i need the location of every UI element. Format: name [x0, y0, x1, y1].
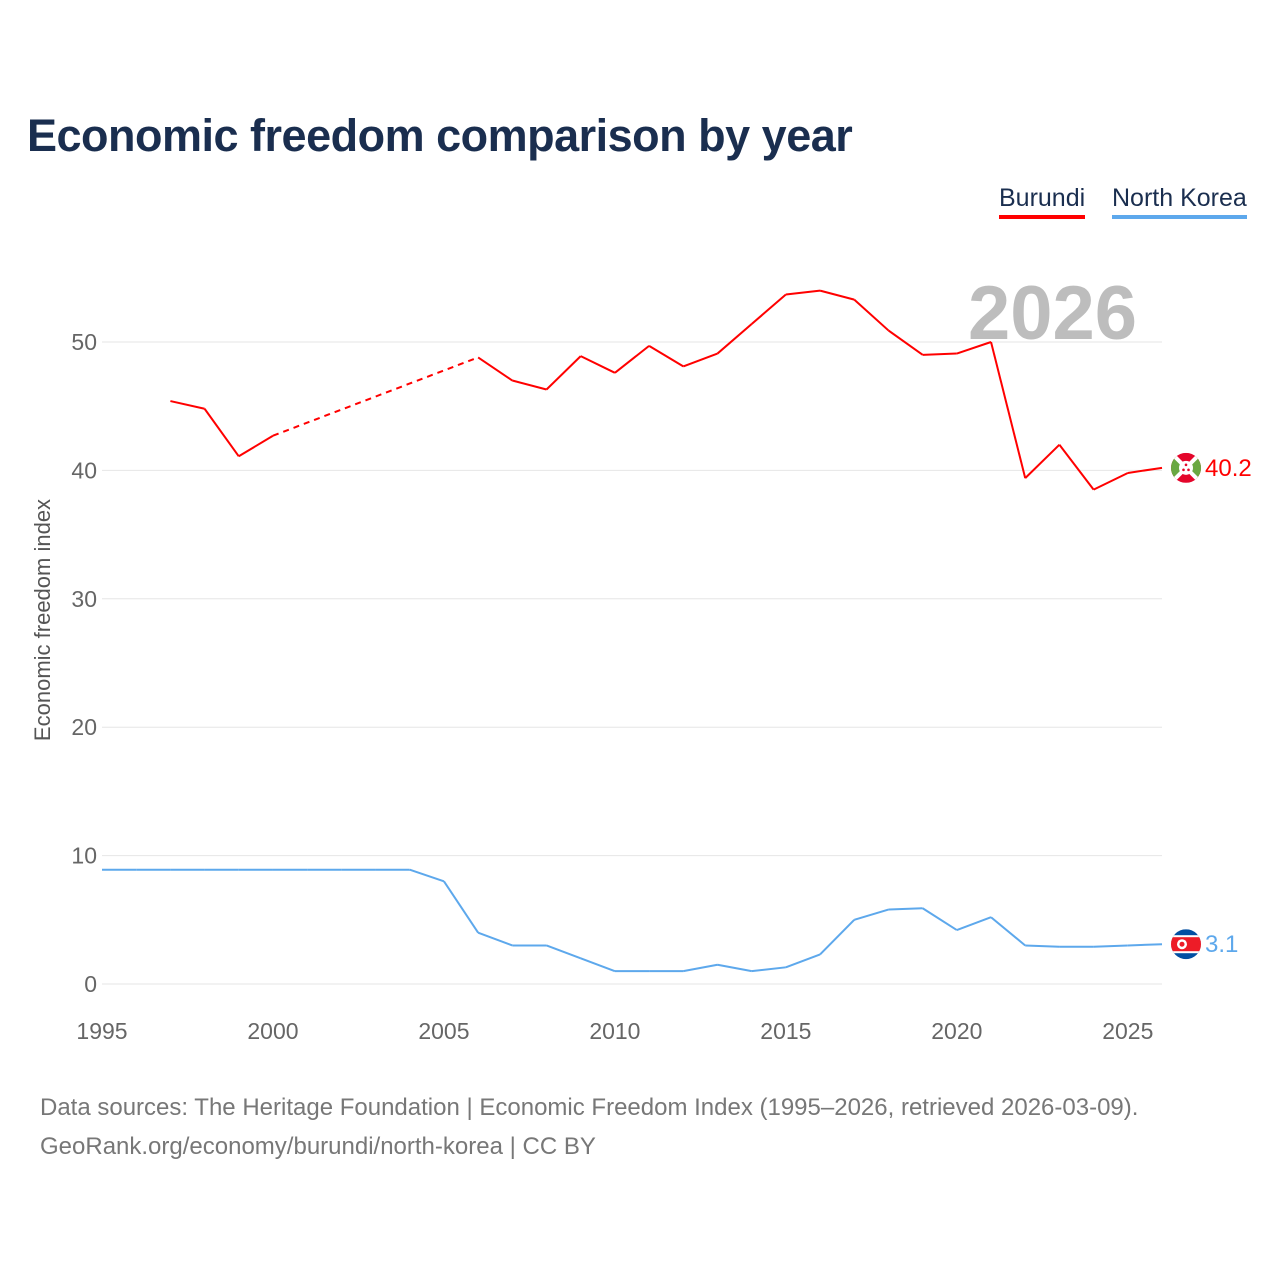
- series-segment-north-korea: [477, 931, 513, 947]
- series-segment-burundi: [956, 341, 992, 355]
- series-segment-north-korea: [785, 953, 821, 969]
- series-segment-burundi: [682, 352, 718, 368]
- series-segment-burundi: [648, 344, 684, 368]
- source-line-1: Data sources: The Heritage Foundation | …: [40, 1094, 1139, 1121]
- series-segment-north-korea: [1093, 944, 1128, 948]
- x-tick-label: 2000: [247, 1018, 298, 1044]
- series-segment-north-korea: [990, 916, 1026, 947]
- series-segment-burundi: [238, 434, 274, 458]
- legend-item-north-korea[interactable]: North Korea: [1112, 184, 1247, 219]
- legend-item-burundi[interactable]: Burundi: [999, 184, 1086, 219]
- series-segment-north-korea: [580, 957, 616, 973]
- series-segment-burundi: [477, 356, 513, 382]
- series-segment-burundi: [785, 289, 821, 296]
- y-tick-label: 50: [71, 329, 97, 355]
- series-segment-north-korea: [888, 907, 923, 911]
- source-note: Data sources: The Heritage Foundation | …: [40, 1088, 1138, 1166]
- series-segment-north-korea: [922, 907, 958, 931]
- series-segment-north-korea: [546, 944, 582, 960]
- series-segment-north-korea: [956, 916, 992, 932]
- x-tick-label: 2005: [418, 1018, 469, 1044]
- series-segment-burundi: [545, 355, 582, 391]
- series-segment-north-korea: [819, 919, 855, 956]
- north-korea-flag-icon: [1171, 929, 1201, 960]
- series-segment-north-korea: [717, 963, 752, 973]
- series-segment-burundi: [1058, 444, 1095, 491]
- series-segment-burundi: [1127, 466, 1163, 474]
- y-tick-label: 40: [71, 457, 97, 483]
- x-tick-label: 2025: [1102, 1018, 1153, 1044]
- series-segment-burundi: [203, 408, 240, 457]
- end-value-label: 3.1: [1205, 931, 1238, 958]
- series-segment-burundi: [170, 400, 205, 410]
- burundi-flag-icon: [1171, 452, 1201, 483]
- series-segment-north-korea: [751, 966, 786, 973]
- series-segment-burundi: [922, 352, 957, 356]
- series-segment-burundi: [272, 356, 479, 437]
- series-segment-north-korea: [683, 963, 718, 973]
- series-segment-burundi: [751, 293, 787, 325]
- series-segment-north-korea: [409, 868, 445, 883]
- y-tick-label: 20: [71, 714, 97, 740]
- series-segment-north-korea: [853, 908, 889, 921]
- series-segment-burundi: [990, 341, 1027, 479]
- series-segment-north-korea: [1127, 943, 1163, 947]
- series-segment-burundi: [580, 355, 616, 374]
- series-segment-burundi: [1024, 444, 1061, 479]
- series-segment-north-korea: [443, 880, 479, 934]
- y-tick-label: 0: [84, 971, 97, 997]
- end-value-label: 40.2: [1205, 455, 1252, 482]
- series-segment-burundi: [887, 329, 924, 356]
- x-tick-label: 2015: [760, 1018, 811, 1044]
- series-segment-north-korea: [1025, 944, 1060, 948]
- series-segment-burundi: [1093, 472, 1129, 491]
- series-segment-burundi: [614, 345, 650, 374]
- x-tick-label: 1995: [76, 1018, 127, 1044]
- series-segment-burundi: [819, 289, 855, 301]
- y-tick-label: 30: [71, 586, 97, 612]
- series-segment-burundi: [716, 323, 753, 355]
- x-tick-label: 2020: [931, 1018, 982, 1044]
- source-link[interactable]: GeoRank.org/economy/burundi/north-korea …: [40, 1133, 596, 1160]
- y-tick-label: 10: [71, 843, 97, 869]
- series-segment-burundi: [853, 298, 890, 332]
- x-tick-label: 2010: [589, 1018, 640, 1044]
- chart-title: Economic freedom comparison by year: [27, 110, 853, 161]
- series-segment-burundi: [512, 379, 547, 391]
